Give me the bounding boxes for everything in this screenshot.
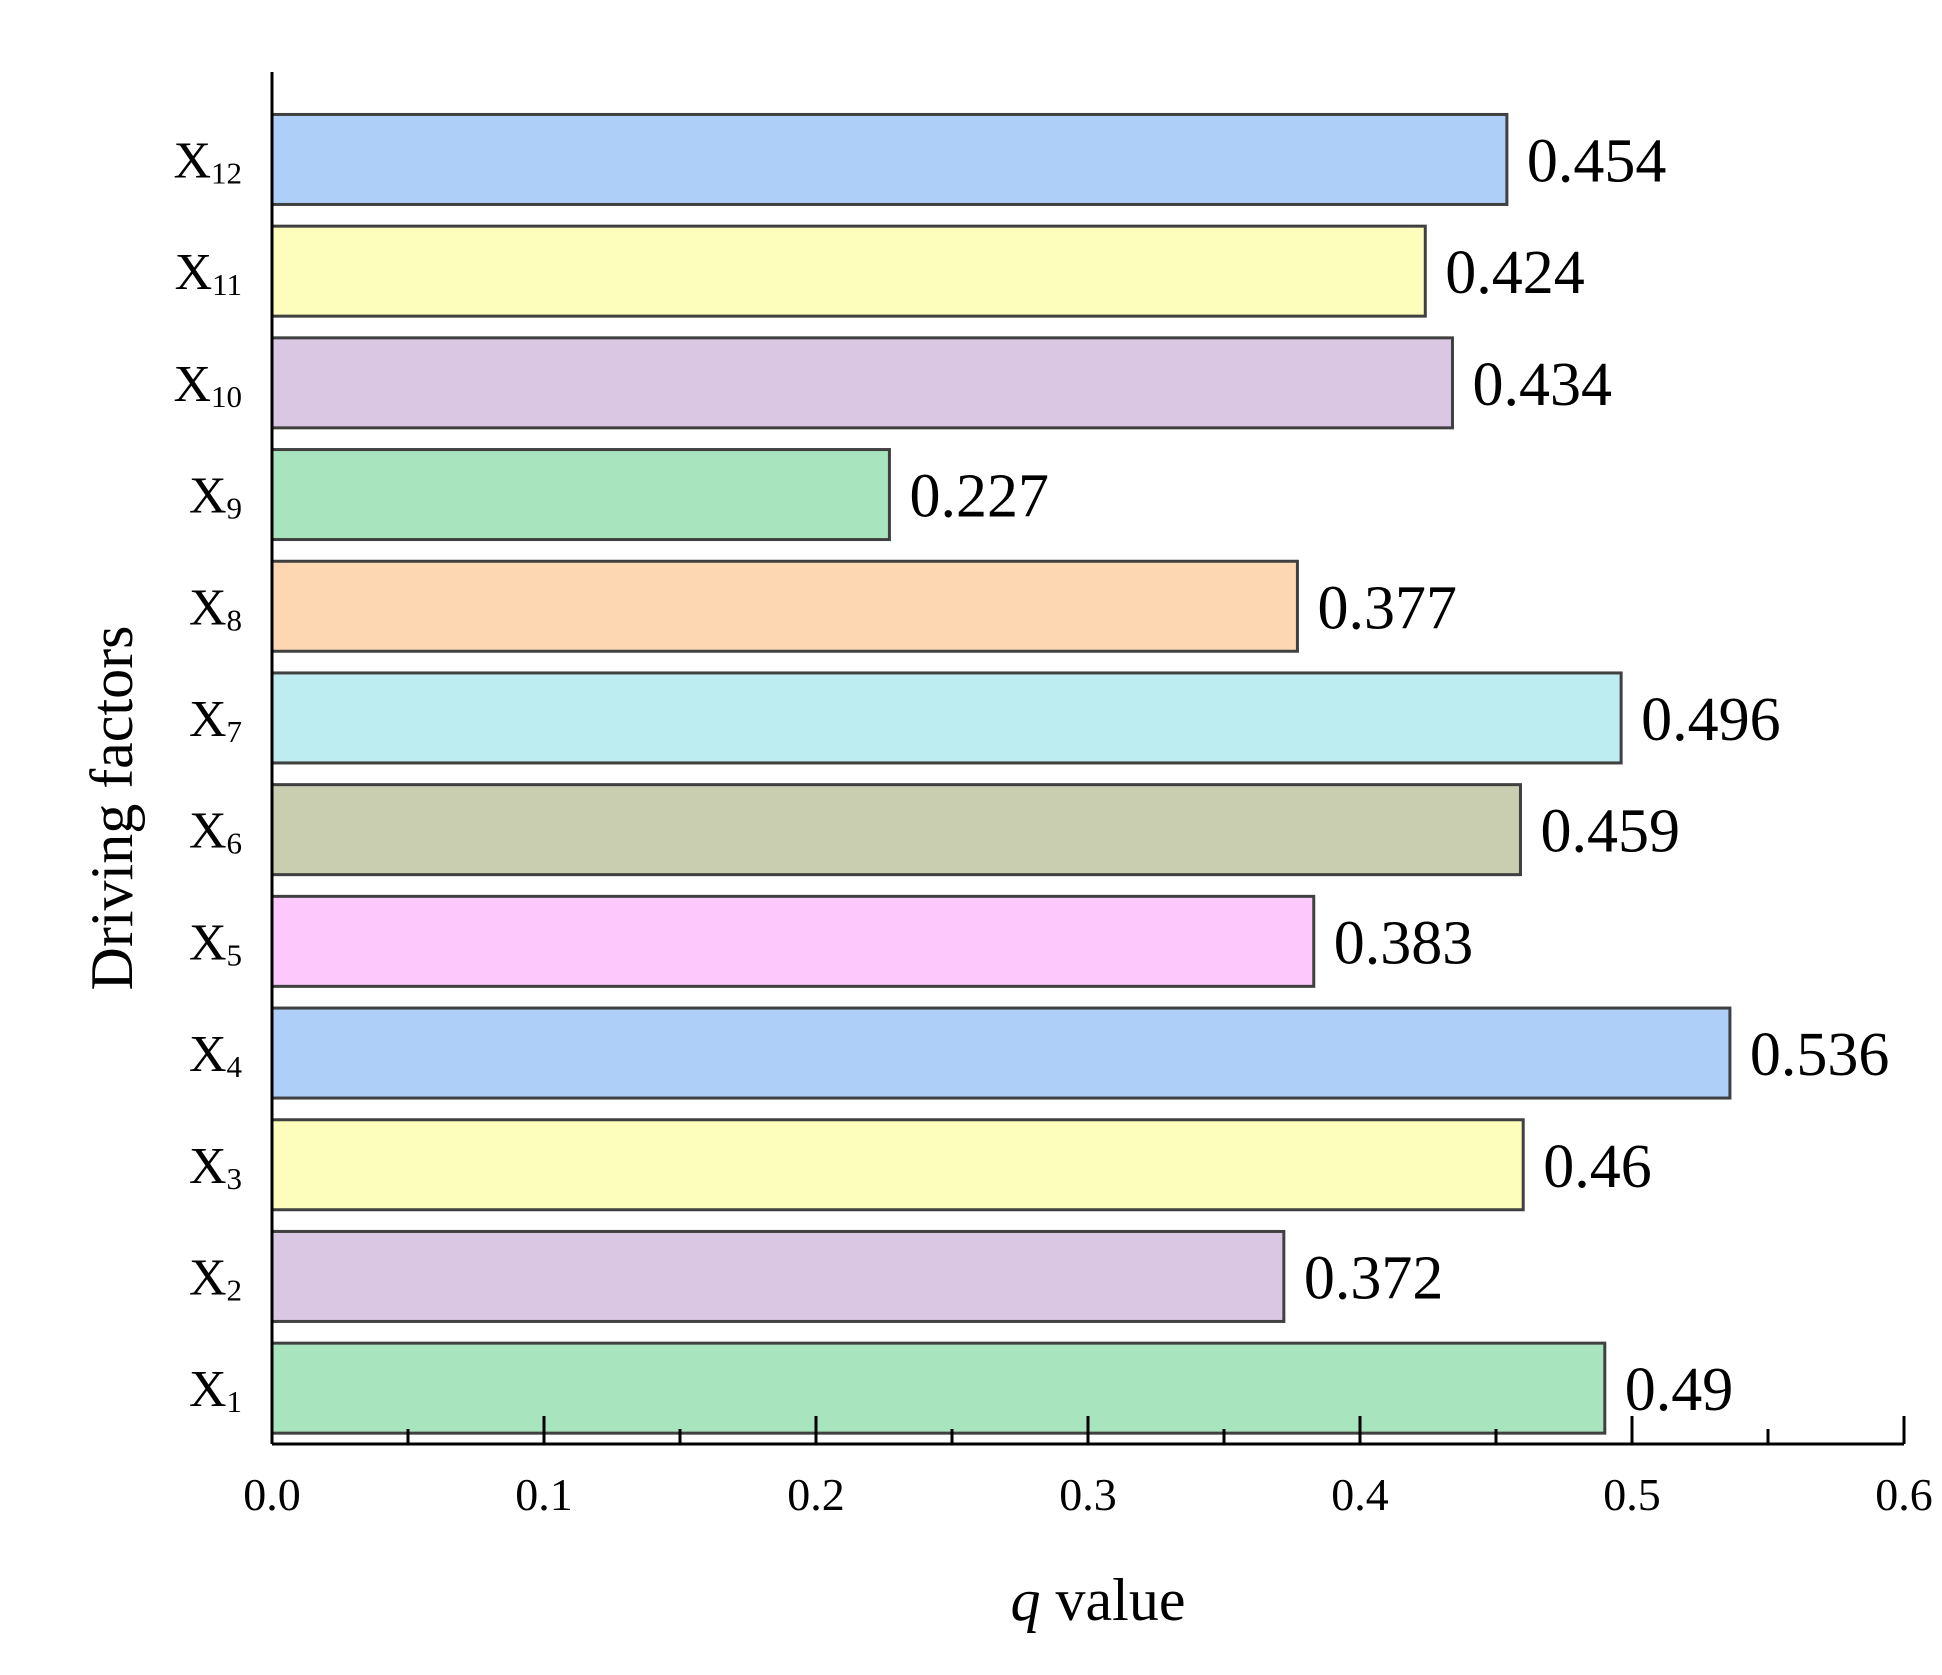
category-label-main: X [189, 468, 227, 525]
category-label-main: X [189, 803, 227, 860]
value-label-x10: 0.434 [1472, 351, 1612, 419]
value-label-x8: 0.377 [1317, 574, 1457, 642]
category-label-x7: X7 [189, 691, 242, 749]
bar-x4 [270, 1006, 1732, 1100]
value-label-x3: 0.46 [1543, 1133, 1652, 1201]
ticks-layer: 0.0 0.1 0.2 0.3 0.4 0.5 0.6 [243, 1416, 1933, 1520]
category-label-x10: X10 [173, 356, 242, 414]
category-label-x6: X6 [189, 803, 242, 861]
value-label-x6: 0.459 [1540, 798, 1680, 866]
category-label-x9: X9 [189, 468, 242, 526]
value-label-x1: 0.49 [1625, 1356, 1734, 1424]
category-label-x8: X8 [189, 579, 242, 637]
category-label-sub: 7 [227, 714, 243, 749]
bar-x3 [270, 1118, 1525, 1212]
x-tick-label: 0.5 [1603, 1469, 1661, 1520]
x-tick-label: 0.6 [1875, 1469, 1933, 1520]
category-label-main: X [173, 356, 211, 413]
bars-layer [270, 112, 1732, 1435]
category-label-main: X [189, 1249, 227, 1306]
value-label-x5: 0.383 [1334, 909, 1474, 977]
x-axis-title-rest: value [1041, 1567, 1186, 1633]
value-label-x7: 0.496 [1641, 686, 1781, 754]
bar-x8 [270, 559, 1299, 653]
bar-x5 [270, 894, 1316, 988]
x-tick-label: 0.4 [1331, 1469, 1389, 1520]
value-label-x4: 0.536 [1750, 1021, 1890, 1089]
category-label-sub: 4 [227, 1049, 243, 1084]
category-label-x12: X12 [173, 132, 242, 190]
category-label-main: X [189, 691, 227, 748]
category-label-main: X [189, 1026, 227, 1083]
category-label-sub: 12 [211, 155, 242, 190]
bar-x1 [270, 1341, 1607, 1435]
x-axis-title: q value [1011, 1567, 1186, 1633]
bar-x10 [270, 336, 1454, 430]
y-axis-title: Driving factors [79, 626, 145, 991]
value-label-x12: 0.454 [1527, 127, 1667, 195]
category-label-main: X [175, 244, 213, 301]
category-label-sub: 3 [227, 1161, 243, 1196]
category-label-main: X [189, 1138, 227, 1195]
value-label-x2: 0.372 [1304, 1244, 1444, 1312]
x-axis-title-italic: q [1011, 1567, 1041, 1633]
category-label-x11: X11 [175, 244, 242, 302]
bar-x6 [270, 783, 1522, 877]
x-tick-label: 0.3 [1059, 1469, 1117, 1520]
category-label-main: X [189, 914, 227, 971]
category-label-x5: X5 [189, 914, 242, 972]
category-label-sub: 6 [227, 826, 243, 861]
category-label-x3: X3 [189, 1138, 242, 1196]
bar-x9 [270, 448, 891, 542]
value-label-x11: 0.424 [1445, 239, 1585, 307]
category-label-sub: 9 [227, 491, 243, 526]
category-label-sub: 2 [227, 1272, 243, 1307]
bar-x7 [270, 671, 1623, 765]
category-label-x2: X2 [189, 1249, 242, 1307]
x-tick-label: 0.1 [515, 1469, 573, 1520]
category-label-sub: 1 [227, 1384, 243, 1419]
category-label-x4: X4 [189, 1026, 243, 1084]
category-label-sub: 8 [227, 602, 243, 637]
bar-x2 [270, 1229, 1286, 1323]
category-label-sub: 11 [212, 267, 242, 302]
bar-x11 [270, 224, 1427, 318]
category-label-x1: X1 [189, 1361, 242, 1419]
category-label-main: X [189, 1361, 227, 1418]
value-labels: 0.49 0.372 0.46 0.536 0.383 0.459 0.496 0.377 0.… [909, 127, 1889, 1424]
bar-x12 [270, 112, 1509, 206]
category-label-main: X [173, 132, 211, 189]
category-label-sub: 5 [227, 937, 243, 972]
x-tick-label: 0.0 [243, 1469, 301, 1520]
value-label-x9: 0.227 [909, 463, 1048, 531]
category-label-main: X [189, 579, 227, 636]
x-tick-label: 0.2 [787, 1469, 845, 1520]
category-label-sub: 10 [211, 379, 242, 414]
